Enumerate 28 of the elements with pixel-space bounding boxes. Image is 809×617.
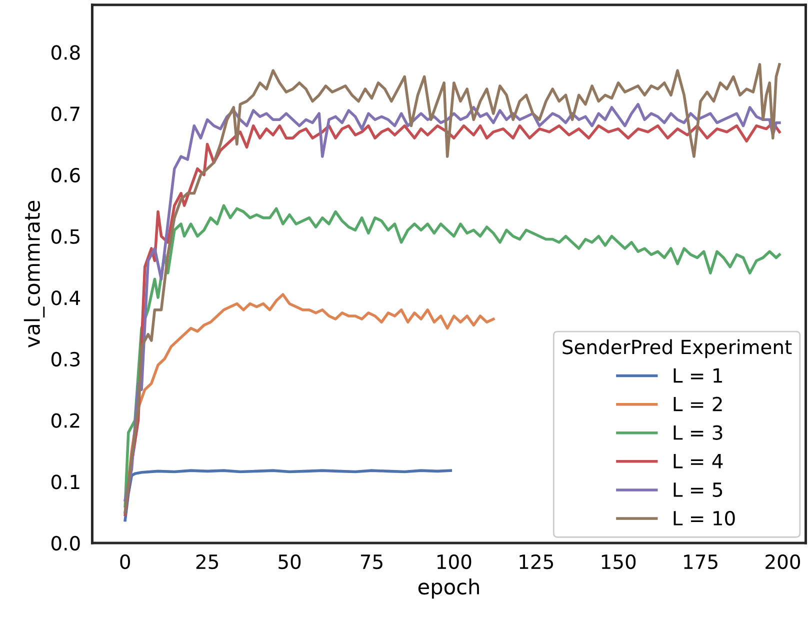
x-tick-label: 200: [766, 554, 800, 570]
y-tick-label: 0.3: [51, 352, 80, 367]
legend-label: L = 4: [674, 454, 723, 468]
legend-label: L = 2: [674, 396, 722, 412]
y-tick-label: 0.1: [51, 474, 80, 490]
legend-label: L = 3: [674, 425, 722, 440]
legend-label: L = 10: [674, 510, 735, 526]
x-tick-label: 0: [120, 554, 130, 570]
x-tick-label: 75: [360, 554, 382, 570]
x-tick-label: 100: [438, 554, 472, 570]
y-tick-label: 0.6: [51, 168, 80, 183]
y-tick-label: 0.0: [51, 536, 80, 551]
line-series: [124, 469, 452, 522]
y-tick-label: 0.5: [51, 229, 80, 244]
x-tick-label: 175: [684, 554, 718, 570]
x-tick-label: 50: [278, 554, 301, 570]
legend-title: SenderPred Experiment: [562, 339, 792, 358]
x-axis-title: epoch: [418, 578, 479, 599]
x-tick-label: 125: [520, 554, 553, 570]
y-tick-label: 0.2: [51, 413, 80, 428]
legend-label: L = 1: [674, 368, 722, 383]
legend-label: L = 5: [674, 482, 722, 498]
y-tick-label: 0.4: [51, 290, 80, 306]
x-tick-label: 150: [602, 554, 636, 570]
x-tick-label: 25: [196, 554, 218, 570]
y-tick-label: 0.8: [51, 45, 80, 60]
y-tick-label: 0.7: [51, 106, 80, 122]
y-axis-title: val_commrate: [24, 200, 45, 348]
